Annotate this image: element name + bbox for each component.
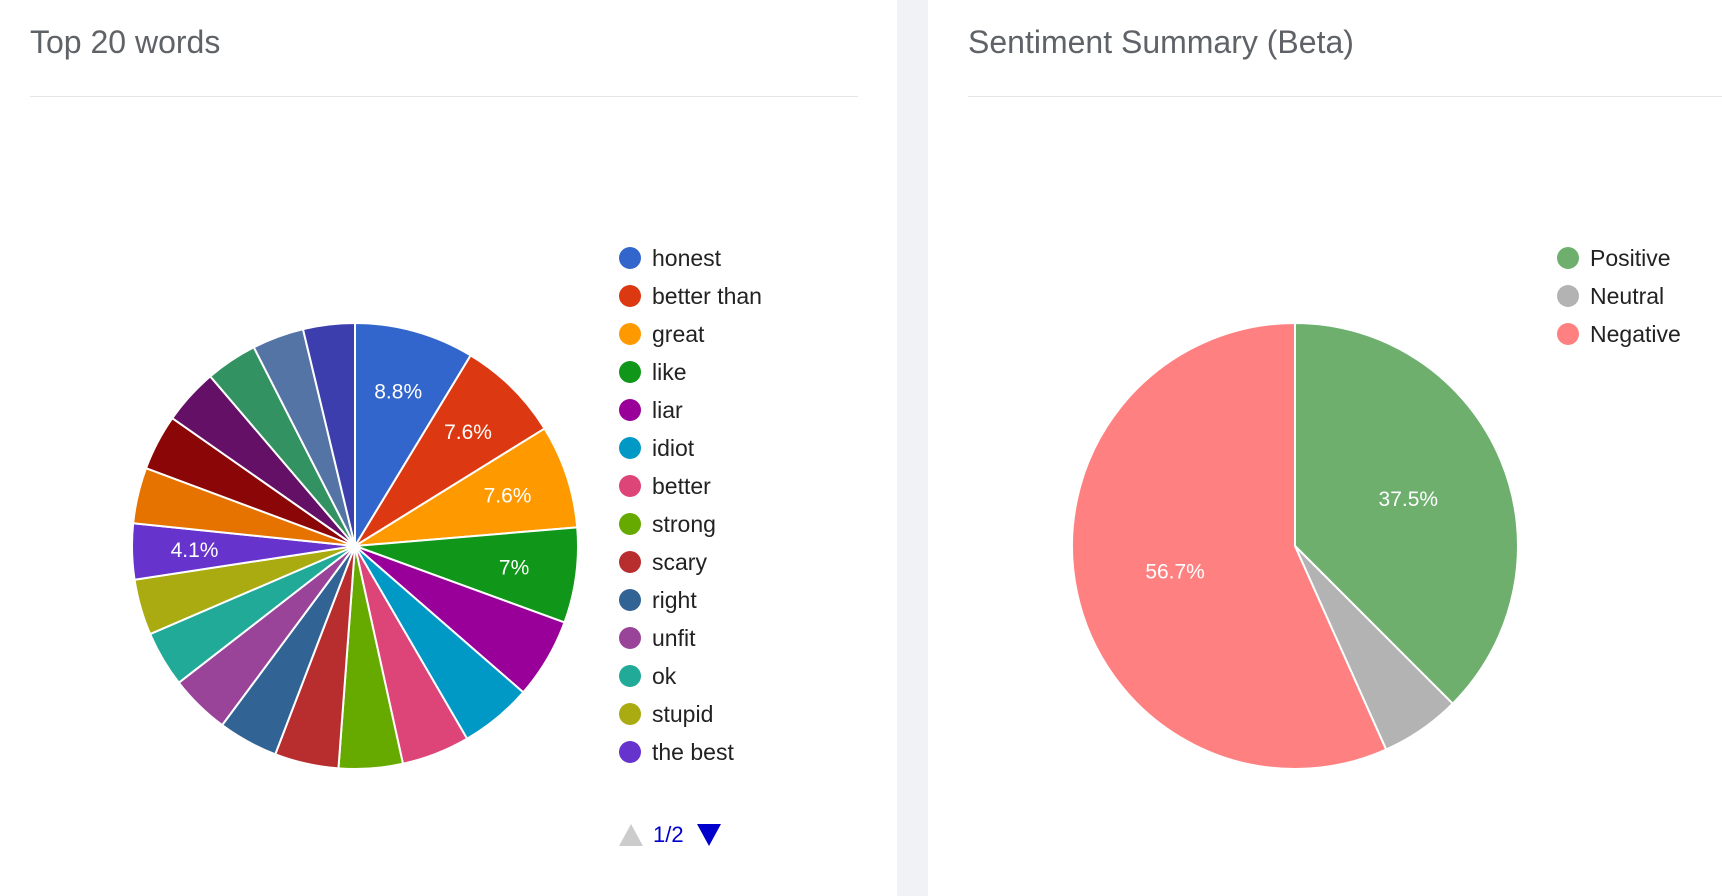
legend-item-unfit[interactable]: unfit [619,625,696,651]
pie-slice-positive[interactable] [1294,321,1519,706]
legend-swatch-better [619,475,641,497]
legend-swatch-liar [619,399,641,421]
legend-swatch-unfit [619,627,641,649]
slice-label-great: 7.6% [484,485,532,508]
top-words-divider [30,96,858,97]
legend-item-honest[interactable]: honest [619,245,722,271]
legend-swatch-neutral [1557,285,1579,307]
legend-label-honest: honest [652,245,722,271]
slice-label-the-best: 4.1% [171,539,219,562]
pie-slice-great[interactable] [354,427,579,547]
legend-item-stupid[interactable]: stupid [619,701,713,727]
legend-item-right[interactable]: right [619,587,697,613]
legend-label-scary: scary [652,549,707,575]
legend-swatch-negative [1557,323,1579,345]
legend-swatch-idiot [619,437,641,459]
legend-label-liar: liar [652,397,683,423]
pie-slice-honest[interactable] [354,321,473,550]
legend-label-better-than: better than [652,283,762,309]
legend-label-positive: Positive [1590,245,1671,271]
legend-label-negative: Negative [1590,321,1681,347]
sentiment-title: Sentiment Summary (Beta) [968,24,1354,60]
slice-label-honest: 8.8% [374,380,422,403]
legend-item-positive[interactable]: Positive [1557,245,1671,271]
legend-item-strong[interactable]: strong [619,511,716,537]
legend-swatch-great [619,323,641,345]
legend-label-unfit: unfit [652,625,696,651]
slice-label-negative: 56.7% [1145,561,1205,584]
legend-swatch-the-best [619,741,641,763]
legend-label-better: better [652,473,711,499]
legend-pager-text: 1/2 [653,822,684,847]
legend-item-neutral[interactable]: Neutral [1557,283,1664,309]
top-words-title: Top 20 words [30,24,221,60]
legend-item-the-best[interactable]: the best [619,739,734,765]
legend-swatch-like [619,361,641,383]
legend-label-right: right [652,587,697,613]
legend-item-negative[interactable]: Negative [1557,321,1681,347]
sentiment-divider [968,96,1722,97]
legend-swatch-honest [619,247,641,269]
legend-label-great: great [652,321,705,347]
pager-down-icon[interactable] [697,824,721,846]
legend-label-the-best: the best [652,739,734,765]
legend-swatch-ok [619,665,641,687]
legend-label-idiot: idiot [652,435,695,461]
pie-slice-other-6[interactable] [301,321,356,547]
legend-item-scary[interactable]: scary [619,549,707,575]
legend-swatch-better-than [619,285,641,307]
pie-slice-negative[interactable] [1071,321,1388,770]
pager-up-icon[interactable] [619,824,643,846]
slice-label-like: 7% [499,556,529,579]
legend-item-idiot[interactable]: idiot [619,435,695,461]
legend-label-strong: strong [652,511,716,537]
legend-item-like[interactable]: like [619,359,687,385]
legend-swatch-positive [1557,247,1579,269]
slice-label-better-than: 7.6% [444,421,492,444]
pie-slice-better-than[interactable] [354,353,546,547]
legend-item-ok[interactable]: ok [619,663,677,689]
legend-item-liar[interactable]: liar [619,397,683,423]
slice-label-positive: 37.5% [1379,488,1439,511]
legend-item-great[interactable]: great [619,321,705,347]
legend-swatch-scary [619,551,641,573]
legend-swatch-strong [619,513,641,535]
legend-label-stupid: stupid [652,701,713,727]
legend-label-like: like [652,359,687,385]
legend-swatch-stupid [619,703,641,725]
legend-label-neutral: Neutral [1590,283,1664,309]
legend-label-ok: ok [652,663,677,689]
legend-item-better[interactable]: better [619,473,711,499]
legend-item-better-than[interactable]: better than [619,283,762,309]
legend-swatch-right [619,589,641,611]
